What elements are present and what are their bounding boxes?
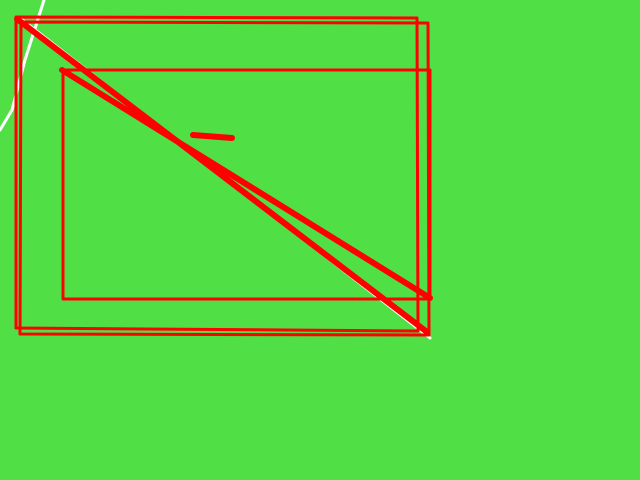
diagonal-stroke-main bbox=[14, 16, 430, 335]
diagonal-stroke-inner bbox=[59, 67, 433, 301]
outer-rectangle-offset bbox=[18, 20, 431, 337]
short-dash-stroke bbox=[190, 132, 235, 141]
outer-rectangle bbox=[14, 15, 420, 333]
